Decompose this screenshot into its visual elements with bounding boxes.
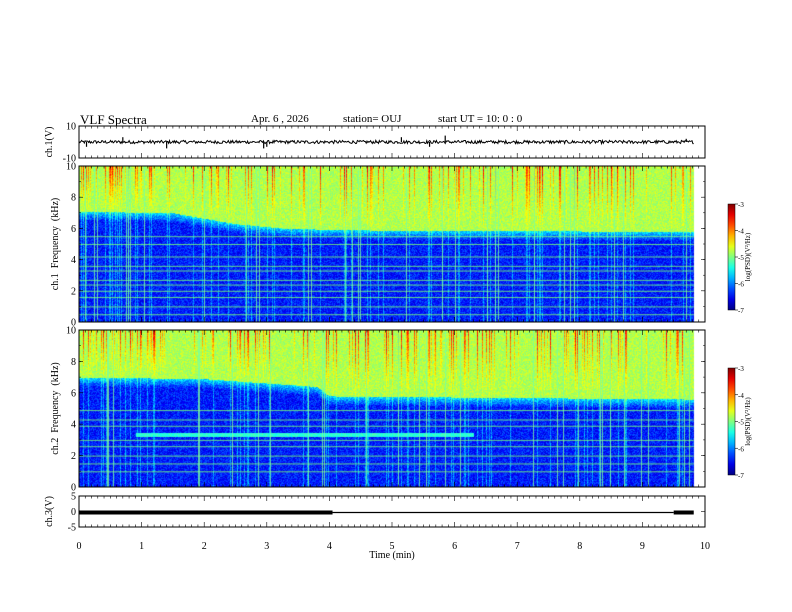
spectrogram-ch2 — [79, 330, 705, 487]
colorbar-tick-label: -7 — [738, 307, 744, 315]
x-tick-label: 4 — [327, 541, 332, 552]
x-tick-label: 7 — [515, 541, 520, 552]
x-tick-label: 9 — [640, 541, 645, 552]
station-label: station= OUJ — [343, 113, 402, 125]
colorbar-tick-label: -5 — [738, 419, 744, 427]
y-axis-label: ch.1 Frequency (kHz) — [50, 198, 61, 290]
x-tick-label: 3 — [264, 541, 269, 552]
y-tick-label: 4 — [71, 255, 76, 266]
colorbar-tick-label: -5 — [738, 254, 744, 262]
x-tick-label: 1 — [139, 541, 144, 552]
x-tick-label: 0 — [77, 541, 82, 552]
y-axis-label: ch.2 Frequency (kHz) — [50, 362, 61, 454]
date-label: Apr. 6 , 2026 — [251, 113, 309, 125]
x-tick-label: 6 — [452, 541, 457, 552]
y-tick-label: -5 — [68, 523, 76, 534]
chart-title: VLF Spectra — [80, 112, 147, 127]
y-tick-label: 6 — [71, 388, 76, 399]
y-tick-label: 0 — [71, 318, 76, 329]
x-tick-label: 2 — [202, 541, 207, 552]
y-tick-label: 5 — [71, 492, 76, 503]
y-tick-label: 0 — [71, 507, 76, 518]
y-tick-label: 2 — [71, 451, 76, 462]
spectrogram-ch1 — [79, 166, 705, 322]
colorbar-tick-label: -6 — [738, 281, 744, 289]
y-tick-label: 10 — [66, 326, 76, 337]
x-tick-label: 10 — [700, 541, 710, 552]
colorbar-ch2 — [727, 367, 736, 476]
x-axis-label: Time (min) — [369, 550, 414, 561]
x-tick-label: 8 — [577, 541, 582, 552]
y-tick-label: 4 — [71, 420, 76, 431]
x-tick-label: 5 — [390, 541, 395, 552]
colorbar-tick-label: -4 — [738, 392, 744, 400]
colorbar-tick-label: -3 — [738, 201, 744, 209]
y-tick-label: 8 — [71, 357, 76, 368]
y-axis-label: ch.1(V) — [44, 127, 55, 158]
y-axis-label: ch.3(V) — [44, 496, 55, 527]
y-tick-label: 10 — [66, 122, 76, 133]
colorbar-tick-label: -4 — [738, 228, 744, 236]
colorbar-label: log(PSD)(V²/Hz) — [744, 232, 752, 281]
start-time-label: start UT = 10: 0 : 0 — [438, 113, 523, 125]
y-tick-label: 2 — [71, 286, 76, 297]
y-tick-label: 10 — [66, 162, 76, 173]
y-tick-label: 8 — [71, 193, 76, 204]
y-tick-label: 0 — [71, 483, 76, 494]
colorbar-tick-label: -3 — [738, 365, 744, 373]
colorbar-label: log(PSD)(V²/Hz) — [744, 397, 752, 446]
ch1-waveform-line — [78, 138, 694, 146]
colorbar-tick-label: -7 — [738, 472, 744, 480]
colorbar-ch1 — [727, 203, 736, 311]
colorbar-tick-label: -6 — [738, 445, 744, 453]
y-tick-label: -10 — [63, 154, 76, 165]
y-tick-label: 6 — [71, 224, 76, 235]
